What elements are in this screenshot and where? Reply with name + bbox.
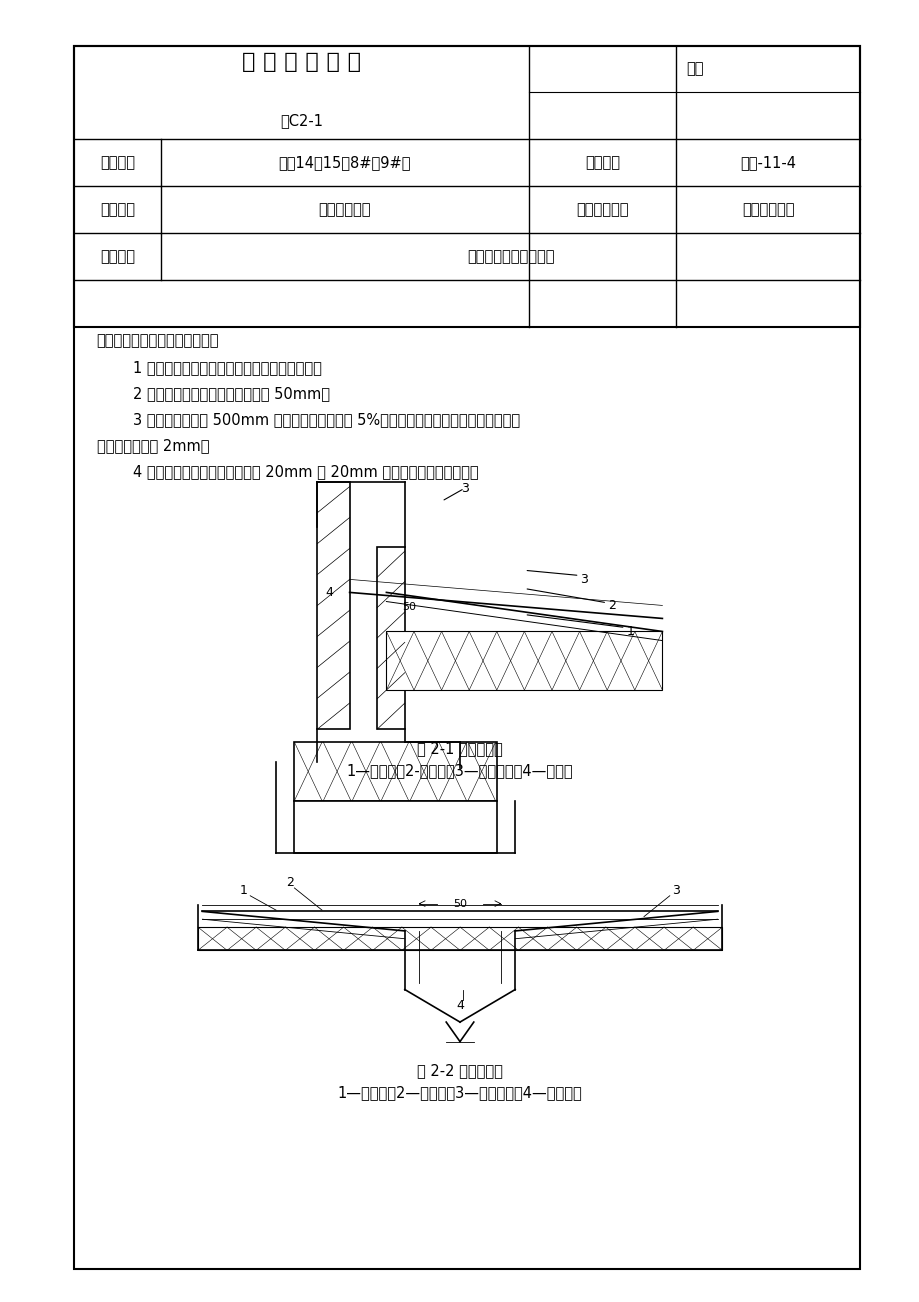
Text: 交底日期: 交底日期 xyxy=(584,155,619,171)
Text: 2: 2 xyxy=(607,599,615,612)
Bar xyxy=(317,482,349,729)
Text: 3: 3 xyxy=(672,884,679,897)
Text: （二）水落口的防水构造要求：: （二）水落口的防水构造要求： xyxy=(96,333,219,349)
Text: 某某-11-4: 某某-11-4 xyxy=(740,155,795,171)
Text: 1: 1 xyxy=(626,625,633,638)
Text: 1: 1 xyxy=(240,884,247,897)
Text: 3: 3 xyxy=(580,573,587,586)
Text: 编号: 编号 xyxy=(685,61,703,77)
Text: 分项工程名称: 分项工程名称 xyxy=(575,202,629,217)
Text: 工程名称: 工程名称 xyxy=(99,155,135,171)
Text: 4 水落口杯与基层接触处应留宽 20mm 深 20mm 凹槽，并嵌填密封材料。: 4 水落口杯与基层接触处应留宽 20mm 深 20mm 凹槽，并嵌填密封材料。 xyxy=(133,464,479,479)
Text: 2 防水层粘入水落口杯内不应小于 50mm。: 2 防水层粘入水落口杯内不应小于 50mm。 xyxy=(133,385,330,401)
Text: 图 2-2 直式水落口: 图 2-2 直式水落口 xyxy=(416,1062,503,1078)
Text: 广厦湖北六建: 广厦湖北六建 xyxy=(318,202,371,217)
Text: 施工单位: 施工单位 xyxy=(99,202,135,217)
Text: 4: 4 xyxy=(325,586,333,599)
Text: 技 术 交 底 记 录: 技 术 交 底 记 录 xyxy=(242,52,360,73)
Text: 图 2-1 横式水落门: 图 2-1 横式水落门 xyxy=(416,741,503,756)
Text: 某某14、15、8#、9#楼: 某某14、15、8#、9#楼 xyxy=(278,155,411,171)
Text: 起厚度不应小于 2mm。: 起厚度不应小于 2mm。 xyxy=(96,437,209,453)
Text: 50: 50 xyxy=(452,898,467,909)
Bar xyxy=(294,742,496,801)
Text: 3 水落口周围直径 500mm 范围内坡度不应小于 5%，并采用防水涂料或封闭材料涂封，: 3 水落口周围直径 500mm 范围内坡度不应小于 5%，并采用防水涂料或封闭材… xyxy=(133,411,520,427)
Text: 2: 2 xyxy=(286,876,293,889)
Text: 1 水落口杯上口的标高应设置在沟底的最低处。: 1 水落口杯上口的标高应设置在沟底的最低处。 xyxy=(133,359,322,375)
Bar xyxy=(198,927,721,950)
Text: 3: 3 xyxy=(460,482,468,495)
Text: 4: 4 xyxy=(456,999,463,1012)
Text: 屋面细部施工工艺施工: 屋面细部施工工艺施工 xyxy=(466,249,554,264)
Bar xyxy=(386,631,662,690)
Bar xyxy=(377,547,404,729)
Text: 交底提要: 交底提要 xyxy=(99,249,135,264)
Text: 屋面细部工程: 屋面细部工程 xyxy=(741,202,794,217)
Text: 表C2-1: 表C2-1 xyxy=(279,113,323,129)
Bar xyxy=(294,801,496,853)
Bar xyxy=(74,46,859,327)
Bar xyxy=(74,46,859,1269)
Text: 50: 50 xyxy=(402,602,416,612)
Text: 1—防水层；2—附加层；3—密封材料；4—水落口杯: 1—防水层；2—附加层；3—密封材料；4—水落口杯 xyxy=(337,1085,582,1100)
Text: 1—防水层；2-附加层；3—密封材料；4—水落门: 1—防水层；2-附加层；3—密封材料；4—水落门 xyxy=(346,763,573,779)
